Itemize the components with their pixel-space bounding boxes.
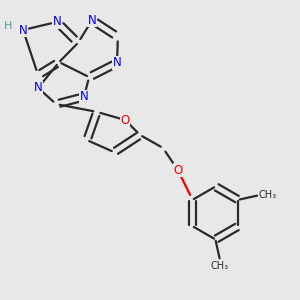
- Text: CH₃: CH₃: [259, 190, 277, 200]
- Text: H: H: [4, 21, 12, 32]
- Text: N: N: [88, 14, 97, 27]
- Text: N: N: [80, 90, 88, 104]
- Text: CH₃: CH₃: [211, 261, 229, 271]
- Text: N: N: [34, 81, 43, 94]
- Text: O: O: [121, 113, 130, 127]
- Text: N: N: [112, 56, 122, 70]
- Text: O: O: [173, 164, 182, 177]
- Text: N: N: [52, 15, 62, 28]
- Text: N: N: [19, 23, 28, 37]
